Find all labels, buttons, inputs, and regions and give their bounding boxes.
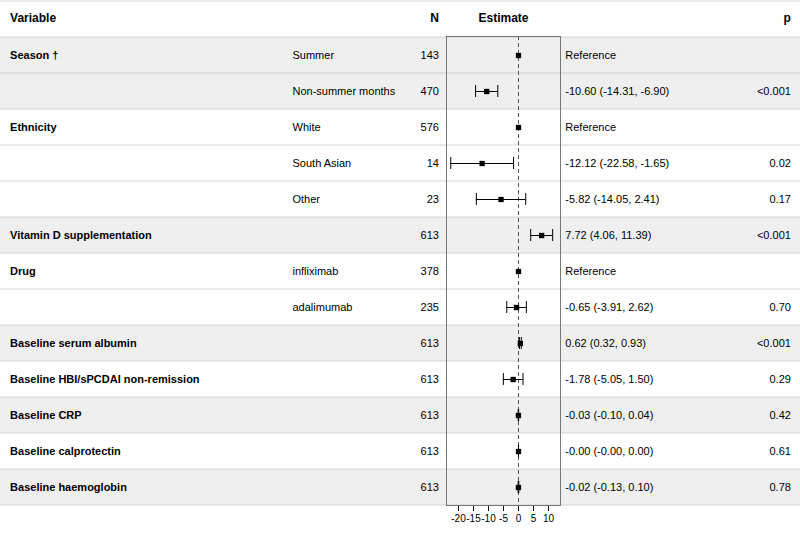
svg-text:0.78: 0.78 — [769, 481, 790, 493]
svg-text:235: 235 — [421, 301, 439, 313]
svg-text:10: 10 — [543, 513, 555, 524]
svg-text:613: 613 — [421, 409, 439, 421]
svg-text:Baseline HBI/sPCDAI non-remiss: Baseline HBI/sPCDAI non-remission — [10, 373, 200, 385]
svg-text:<0.001: <0.001 — [757, 229, 791, 241]
svg-text:0: 0 — [516, 513, 522, 524]
svg-text:-0.03 (-0.10, 0.04): -0.03 (-0.10, 0.04) — [565, 409, 653, 421]
svg-text:Baseline calprotectin: Baseline calprotectin — [10, 445, 121, 457]
svg-text:-5.82 (-14.05, 2.41): -5.82 (-14.05, 2.41) — [565, 193, 659, 205]
svg-text:Baseline CRP: Baseline CRP — [10, 409, 82, 421]
svg-text:White: White — [293, 121, 321, 133]
svg-text:613: 613 — [421, 373, 439, 385]
svg-text:Ethnicity: Ethnicity — [10, 121, 57, 133]
svg-text:14: 14 — [427, 157, 439, 169]
svg-text:0.70: 0.70 — [769, 301, 790, 313]
svg-text:0.02: 0.02 — [769, 157, 790, 169]
svg-text:Other: Other — [293, 193, 321, 205]
svg-text:-12.12 (-22.58, -1.65): -12.12 (-22.58, -1.65) — [565, 157, 669, 169]
svg-text:-10: -10 — [481, 513, 496, 524]
svg-text:Reference: Reference — [565, 265, 616, 277]
svg-text:0.29: 0.29 — [769, 373, 790, 385]
svg-text:adalimumab: adalimumab — [293, 301, 353, 313]
svg-text:Drug: Drug — [10, 265, 36, 277]
svg-text:-0.65 (-3.91, 2.62): -0.65 (-3.91, 2.62) — [565, 301, 653, 313]
svg-text:-5: -5 — [499, 513, 508, 524]
svg-text:Baseline haemoglobin: Baseline haemoglobin — [10, 481, 127, 493]
svg-text:infliximab: infliximab — [293, 265, 339, 277]
svg-text:0.61: 0.61 — [769, 445, 790, 457]
svg-text:p: p — [784, 11, 791, 25]
svg-text:470: 470 — [421, 85, 439, 97]
svg-text:<0.001: <0.001 — [757, 85, 791, 97]
svg-text:Variable: Variable — [10, 11, 56, 25]
svg-text:7.72 (4.06, 11.39): 7.72 (4.06, 11.39) — [565, 229, 651, 241]
svg-text:613: 613 — [421, 229, 439, 241]
svg-text:Reference: Reference — [565, 49, 616, 61]
svg-text:0.17: 0.17 — [769, 193, 790, 205]
svg-text:0.42: 0.42 — [769, 409, 790, 421]
svg-text:Summer: Summer — [293, 49, 335, 61]
svg-text:613: 613 — [421, 445, 439, 457]
svg-text:Vitamin D supplementation: Vitamin D supplementation — [10, 229, 152, 241]
svg-text:5: 5 — [531, 513, 537, 524]
svg-text:<0.001: <0.001 — [757, 337, 791, 349]
svg-text:613: 613 — [421, 337, 439, 349]
svg-text:-1.78 (-5.05, 1.50): -1.78 (-5.05, 1.50) — [565, 373, 653, 385]
svg-text:23: 23 — [427, 193, 439, 205]
svg-text:576: 576 — [421, 121, 439, 133]
svg-text:143: 143 — [421, 49, 439, 61]
svg-text:378: 378 — [421, 265, 439, 277]
svg-text:Non-summer months: Non-summer months — [293, 85, 396, 97]
svg-text:-0.00 (-0.00, 0.00): -0.00 (-0.00, 0.00) — [565, 445, 653, 457]
svg-text:N: N — [430, 11, 439, 25]
svg-text:Estimate: Estimate — [478, 11, 528, 25]
svg-text:-20: -20 — [451, 513, 466, 524]
svg-text:-15: -15 — [466, 513, 481, 524]
svg-text:613: 613 — [421, 481, 439, 493]
svg-text:-0.02 (-0.13, 0.10): -0.02 (-0.13, 0.10) — [565, 481, 653, 493]
svg-text:0.62 (0.32, 0.93): 0.62 (0.32, 0.93) — [565, 337, 646, 349]
svg-text:Season †: Season † — [10, 49, 58, 61]
svg-text:-10.60 (-14.31, -6.90): -10.60 (-14.31, -6.90) — [565, 85, 669, 97]
svg-text:Baseline serum albumin: Baseline serum albumin — [10, 337, 137, 349]
svg-text:Reference: Reference — [565, 121, 616, 133]
svg-text:South Asian: South Asian — [293, 157, 352, 169]
